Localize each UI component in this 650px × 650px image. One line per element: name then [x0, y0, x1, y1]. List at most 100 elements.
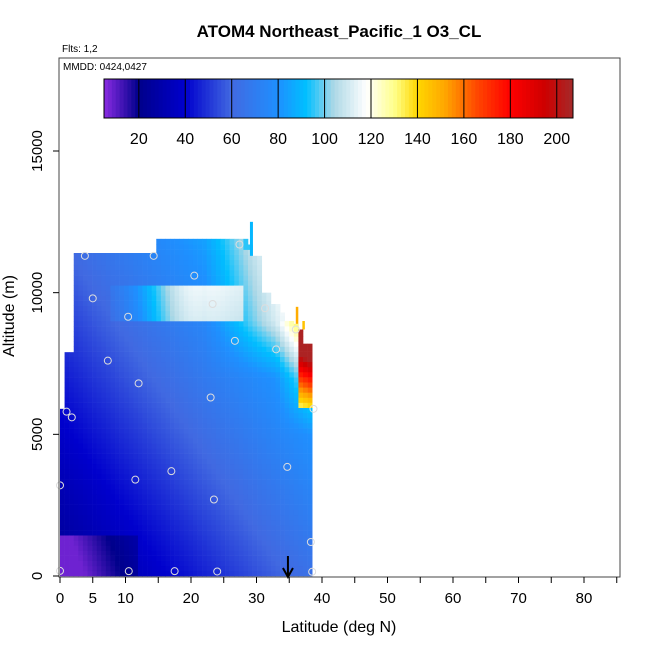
heatmap-cell	[60, 453, 65, 459]
colorbar-swatch	[104, 79, 109, 118]
heatmap-cell	[238, 448, 244, 454]
heatmap-cell	[165, 310, 171, 317]
heatmap-cell	[119, 392, 125, 398]
heatmap-cell	[284, 453, 290, 459]
heatmap-cell	[238, 387, 244, 393]
heatmap-cell	[298, 329, 304, 332]
heatmap-cell	[156, 259, 162, 266]
heatmap-cell	[64, 560, 70, 567]
heatmap-cell	[266, 392, 272, 398]
heatmap-cell	[110, 504, 116, 510]
heatmap-cell	[137, 417, 143, 424]
heatmap-cell	[202, 249, 208, 255]
heatmap-cell	[110, 565, 116, 572]
heatmap-cell	[124, 392, 130, 398]
heatmap-cell	[151, 300, 157, 306]
heatmap-cell	[82, 372, 88, 378]
heatmap-cell	[160, 428, 166, 434]
heatmap-cell	[257, 315, 263, 322]
heatmap-cell	[275, 453, 281, 459]
heatmap-cell	[87, 407, 93, 414]
heatmap-cell	[64, 361, 70, 368]
heatmap-cell	[238, 438, 244, 444]
heatmap-cell	[247, 341, 253, 347]
heatmap-cell	[211, 259, 217, 266]
heatmap-cell	[170, 372, 175, 378]
heatmap-cell	[284, 519, 290, 526]
heatmap-cell	[280, 356, 285, 363]
heatmap-cell	[188, 504, 194, 510]
heatmap-cell	[73, 300, 79, 306]
heatmap-cell	[188, 346, 194, 352]
heatmap-cell	[73, 351, 79, 357]
heatmap-cell	[215, 514, 221, 521]
heatmap-cell	[238, 570, 244, 577]
heatmap-cell	[92, 331, 97, 337]
heatmap-cell	[289, 366, 295, 373]
heatmap-cell	[78, 351, 84, 357]
heatmap-cell	[243, 392, 249, 398]
heatmap-cell	[197, 392, 203, 398]
heatmap-cell	[133, 412, 139, 419]
heatmap-cell	[160, 489, 166, 495]
heatmap-cell	[151, 377, 157, 383]
heatmap-cell	[170, 525, 175, 531]
heatmap-cell	[202, 356, 208, 363]
heatmap-cell	[202, 254, 208, 261]
heatmap-cell	[174, 351, 180, 357]
heatmap-cell	[183, 504, 189, 510]
heatmap-cell	[64, 514, 70, 521]
heatmap-cell	[188, 550, 194, 556]
heatmap-cell	[170, 407, 175, 414]
heatmap-cell	[238, 453, 244, 459]
heatmap-cell	[289, 560, 295, 567]
heatmap-cell	[220, 402, 226, 408]
heatmap-cell	[225, 448, 230, 454]
heatmap-cell	[78, 448, 84, 454]
heatmap-cell	[73, 253, 79, 255]
heatmap-cell	[220, 254, 226, 261]
heatmap-cell	[133, 285, 139, 291]
heatmap-cell	[257, 417, 263, 424]
heatmap-cell	[247, 280, 253, 286]
heatmap-cell	[234, 453, 240, 459]
heatmap-cell	[284, 382, 290, 388]
heatmap-cell	[101, 535, 107, 541]
heatmap-cell	[82, 295, 88, 301]
heatmap-cell	[115, 254, 120, 261]
heatmap-cell	[261, 292, 267, 296]
heatmap-cell	[247, 468, 253, 475]
plot-frame	[58, 57, 621, 578]
heatmap-cell	[137, 555, 143, 561]
heatmap-cell	[275, 336, 281, 342]
heatmap-cell	[128, 254, 134, 261]
heatmap-cell	[124, 315, 130, 322]
heatmap-cell	[105, 555, 111, 561]
heatmap-cell	[165, 336, 171, 342]
heatmap-cell	[280, 412, 285, 419]
heatmap-cell	[165, 453, 171, 459]
heatmap-cell	[174, 238, 180, 240]
heatmap-cell	[295, 306, 299, 324]
heatmap-cell	[192, 264, 198, 271]
heatmap-cell	[234, 275, 240, 281]
heatmap-cell	[96, 458, 102, 465]
heatmap-cell	[252, 255, 258, 261]
heatmap-cell	[96, 535, 102, 541]
heatmap-cell	[92, 535, 97, 541]
heatmap-cell	[270, 366, 276, 373]
heatmap-cell	[298, 377, 304, 383]
heatmap-cell	[110, 300, 116, 306]
heatmap-cell	[105, 484, 111, 490]
heatmap-cell	[119, 494, 125, 500]
heatmap-cell	[119, 366, 125, 373]
heatmap-cell	[188, 239, 194, 245]
heatmap-cell	[174, 346, 180, 352]
heatmap-cell	[110, 423, 116, 429]
heatmap-cell	[234, 417, 240, 424]
heatmap-cell	[87, 423, 93, 429]
heatmap-cell	[110, 336, 116, 342]
colorbar-swatch	[526, 79, 531, 118]
heatmap-cell	[101, 254, 107, 261]
heatmap-cell	[119, 407, 125, 414]
